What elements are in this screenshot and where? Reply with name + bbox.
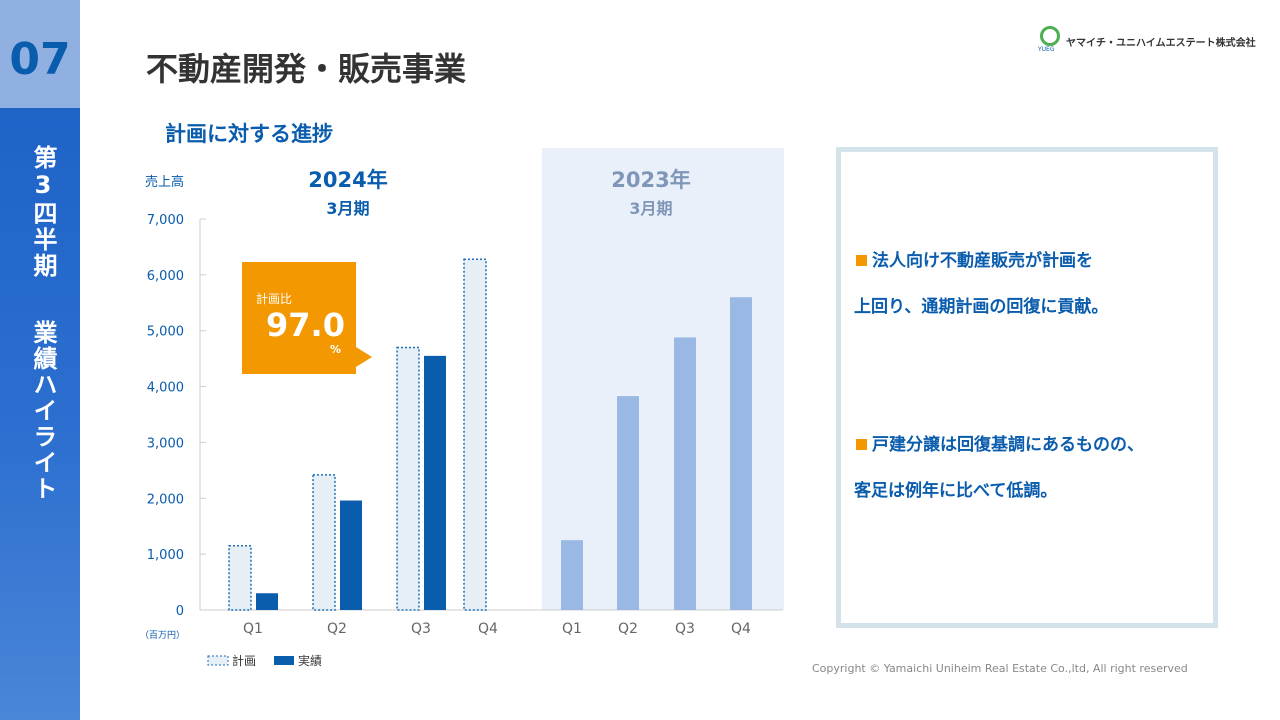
callout-pointer: [356, 347, 372, 367]
y-tick-label: 1,000: [147, 548, 184, 563]
y-tick-label: 6,000: [147, 269, 184, 284]
section-number: 07: [0, 0, 80, 108]
x-tick-label: Q4: [478, 621, 498, 637]
sidebar: [0, 0, 80, 720]
copyright: Copyright © Yamaichi Uniheim Real Estate…: [812, 662, 1188, 675]
bar: [312, 474, 336, 611]
subtitle: 計画に対する進捗: [165, 122, 333, 146]
group-year: 2023年: [611, 168, 690, 192]
logo-mark: YUEG: [1038, 46, 1055, 53]
legend-swatch: [274, 656, 294, 665]
logo-icon: [1040, 26, 1060, 46]
callout-unit: %: [330, 343, 341, 356]
group-year: 2024年: [308, 168, 387, 192]
bar: [674, 337, 696, 610]
x-tick-label: Q3: [675, 621, 695, 637]
y-tick-label: 3,000: [147, 436, 184, 451]
bar: [396, 346, 420, 611]
y-tick-label: 5,000: [147, 325, 184, 340]
note-text: 戸建分譲は回復基調にあるものの、: [872, 435, 1144, 455]
x-tick-label: Q1: [243, 621, 263, 637]
bar: [256, 593, 278, 610]
bar: [228, 545, 252, 611]
note-text: 上回り、通期計画の回復に貢献。: [854, 297, 1109, 317]
x-tick-label: Q3: [411, 621, 431, 637]
note-box: [836, 147, 1218, 628]
group-period: 3月期: [629, 199, 672, 218]
callout-label: 計画比: [256, 291, 292, 306]
bullet: [856, 439, 867, 450]
legend-label: 計画: [232, 653, 256, 668]
bar: [730, 297, 752, 610]
note-text: 客足は例年に比べて低調。: [854, 481, 1058, 501]
unit-label: （百万円）: [140, 630, 185, 641]
logo-text: ヤマイチ・ユニハイムエステート株式会社: [1066, 38, 1256, 49]
y-tick-label: 7,000: [147, 213, 184, 228]
x-tick-label: Q4: [731, 621, 751, 637]
y-tick-label: 2,000: [147, 492, 184, 507]
group-period: 3月期: [326, 199, 369, 218]
title: 不動産開発・販売事業: [146, 50, 467, 88]
y-axis-label: 売上高: [145, 174, 184, 190]
bar: [340, 500, 362, 610]
y-tick-label: 4,000: [147, 381, 184, 396]
x-tick-label: Q1: [562, 621, 582, 637]
bar: [424, 355, 446, 610]
callout-value: 97.0: [266, 306, 345, 344]
x-tick-label: Q2: [618, 621, 638, 637]
legend-swatch: [207, 655, 229, 666]
callout: [242, 262, 356, 374]
bar: [617, 396, 639, 610]
bullet: [856, 255, 867, 266]
x-tick-label: Q2: [327, 621, 347, 637]
bar: [463, 258, 487, 611]
note-text: 法人向け不動産販売が計画を: [872, 251, 1093, 271]
sidebar-label: 業績ハイライト: [29, 320, 57, 502]
sidebar-label: 第3四半期: [29, 145, 57, 279]
legend-label: 実績: [298, 653, 322, 668]
bar: [561, 540, 583, 610]
y-tick-label: 0: [176, 604, 184, 619]
